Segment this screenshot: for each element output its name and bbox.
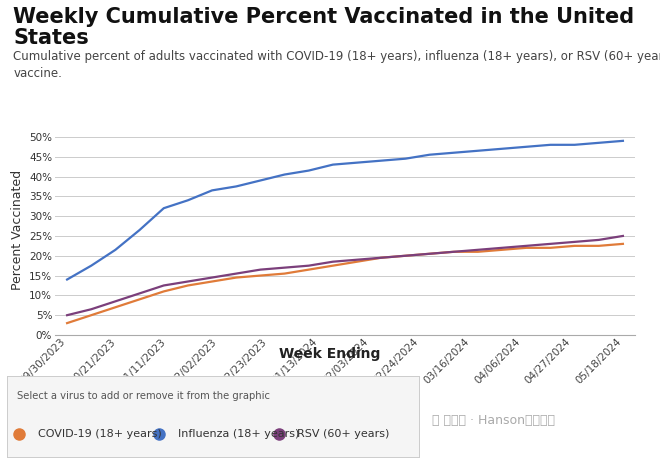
Text: States: States: [13, 28, 89, 48]
Text: RSV (60+ years): RSV (60+ years): [298, 429, 390, 439]
Text: Week Ending: Week Ending: [279, 347, 381, 361]
Text: 💤 公众号 · Hanson临床科研: 💤 公众号 · Hanson临床科研: [432, 414, 555, 427]
Text: Weekly Cumulative Percent Vaccinated in the United: Weekly Cumulative Percent Vaccinated in …: [13, 7, 634, 27]
Y-axis label: Percent Vaccinated: Percent Vaccinated: [11, 170, 24, 290]
Text: Cumulative percent of adults vaccinated with COVID-19 (18+ years), influenza (18: Cumulative percent of adults vaccinated …: [13, 50, 660, 79]
Text: COVID-19 (18+ years): COVID-19 (18+ years): [38, 429, 161, 439]
Text: Select a virus to add or remove it from the graphic: Select a virus to add or remove it from …: [17, 391, 270, 401]
Text: Influenza (18+ years): Influenza (18+ years): [178, 429, 299, 439]
